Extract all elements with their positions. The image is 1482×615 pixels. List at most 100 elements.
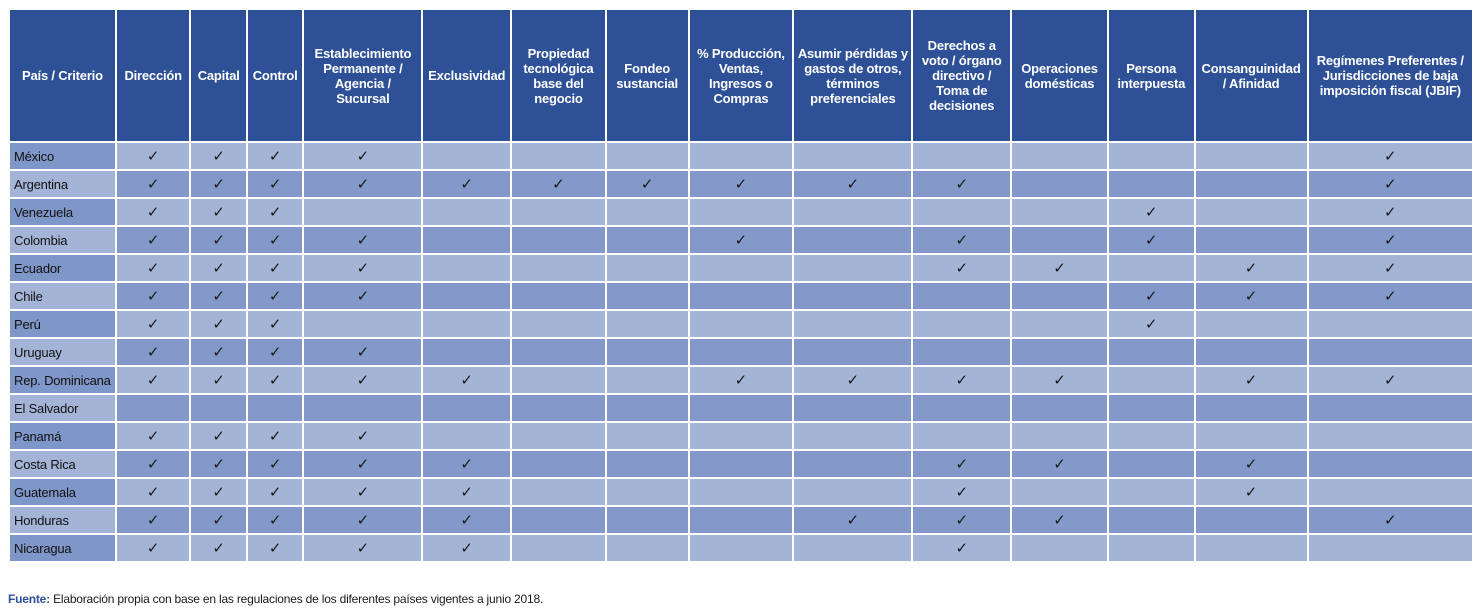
empty-cell [689,423,793,449]
empty-cell [794,423,912,449]
table-body: México ✓ ✓ ✓ ✓ ✓ Argentina ✓ ✓ ✓ ✓ ✓ ✓ ✓ ✓ ✓ ✓ ✓ Venezuela… [10,143,1472,561]
checkmark-icon: ✓ [116,451,190,477]
country-name-cell: Perú [10,311,115,337]
empty-cell [1108,451,1194,477]
empty-cell [689,143,793,169]
checkmark-icon: ✓ [1195,255,1307,281]
empty-cell [606,451,688,477]
checkmark-icon: ✓ [304,255,422,281]
empty-cell [794,451,912,477]
empty-cell [689,311,793,337]
empty-cell [794,199,912,225]
checkmark-icon: ✓ [304,479,422,505]
checkmark-icon: ✓ [304,171,422,197]
empty-cell [1308,535,1472,561]
header-criterion: Derechos a voto / órgano directivo / Tom… [913,10,1011,141]
checkmark-icon: ✓ [1108,311,1194,337]
checkmark-icon: ✓ [191,199,246,225]
checkmark-icon: ✓ [423,535,511,561]
checkmark-icon: ✓ [116,283,190,309]
checkmark-icon: ✓ [423,451,511,477]
empty-cell [512,535,605,561]
checkmark-icon: ✓ [423,507,511,533]
checkmark-icon: ✓ [423,367,511,393]
empty-cell [1108,423,1194,449]
checkmark-icon: ✓ [191,451,246,477]
table-row: Chile ✓ ✓ ✓ ✓ ✓ ✓ ✓ [10,283,1472,309]
empty-cell [423,199,511,225]
checkmark-icon: ✓ [304,339,422,365]
country-name-cell: Colombia [10,227,115,253]
empty-cell [913,311,1011,337]
table-row: Rep. Dominicana ✓ ✓ ✓ ✓ ✓ ✓ ✓ ✓ ✓ ✓ ✓ [10,367,1472,393]
country-name-cell: Ecuador [10,255,115,281]
checkmark-icon: ✓ [247,171,303,197]
empty-cell [1195,171,1307,197]
empty-cell [606,395,688,421]
empty-cell [1195,143,1307,169]
empty-cell [1195,199,1307,225]
empty-cell [794,395,912,421]
empty-cell [606,339,688,365]
empty-cell [794,255,912,281]
checkmark-icon: ✓ [247,199,303,225]
empty-cell [512,227,605,253]
empty-cell [1195,395,1307,421]
empty-cell [512,451,605,477]
checkmark-icon: ✓ [116,339,190,365]
country-name-cell: Rep. Dominicana [10,367,115,393]
empty-cell [606,507,688,533]
empty-cell [913,283,1011,309]
checkmark-icon: ✓ [191,339,246,365]
empty-cell [913,423,1011,449]
source-label: Fuente: [8,592,50,606]
empty-cell [1308,423,1472,449]
empty-cell [1108,535,1194,561]
empty-cell [1195,535,1307,561]
checkmark-icon: ✓ [1195,479,1307,505]
empty-cell [794,479,912,505]
checkmark-icon: ✓ [247,311,303,337]
empty-cell [689,255,793,281]
checkmark-icon: ✓ [689,171,793,197]
empty-cell [689,479,793,505]
country-name-cell: El Salvador [10,395,115,421]
header-criterion: Asumir pérdidas y gastos de otros, térmi… [794,10,912,141]
empty-cell [1012,227,1107,253]
header-criterion: % Producción, Ventas, Ingresos o Compras [689,10,793,141]
country-name-cell: Uruguay [10,339,115,365]
checkmark-icon: ✓ [191,311,246,337]
empty-cell [794,339,912,365]
checkmark-icon: ✓ [913,255,1011,281]
empty-cell [512,367,605,393]
checkmark-icon: ✓ [247,367,303,393]
empty-cell [689,283,793,309]
checkmark-icon: ✓ [794,171,912,197]
empty-cell [423,227,511,253]
checkmark-icon: ✓ [116,367,190,393]
empty-cell [689,507,793,533]
header-criterion: Control [247,10,303,141]
checkmark-icon: ✓ [1308,367,1472,393]
empty-cell [512,395,605,421]
checkmark-icon: ✓ [304,507,422,533]
header-criterion: Persona interpuesta [1108,10,1194,141]
empty-cell [1108,255,1194,281]
empty-cell [423,283,511,309]
empty-cell [1195,423,1307,449]
checkmark-icon: ✓ [423,171,511,197]
empty-cell [1308,339,1472,365]
empty-cell [1195,507,1307,533]
empty-cell [689,535,793,561]
table-header-row: País / Criterio Dirección Capital Control Es… [10,10,1472,141]
checkmark-icon: ✓ [191,283,246,309]
checkmark-icon: ✓ [116,507,190,533]
source-text: Elaboración propia con base en las regul… [49,592,544,606]
header-criterion: Capital [191,10,246,141]
checkmark-icon: ✓ [1308,507,1472,533]
empty-cell [512,199,605,225]
checkmark-icon: ✓ [116,143,190,169]
empty-cell [1108,479,1194,505]
empty-cell [1108,143,1194,169]
empty-cell [423,255,511,281]
